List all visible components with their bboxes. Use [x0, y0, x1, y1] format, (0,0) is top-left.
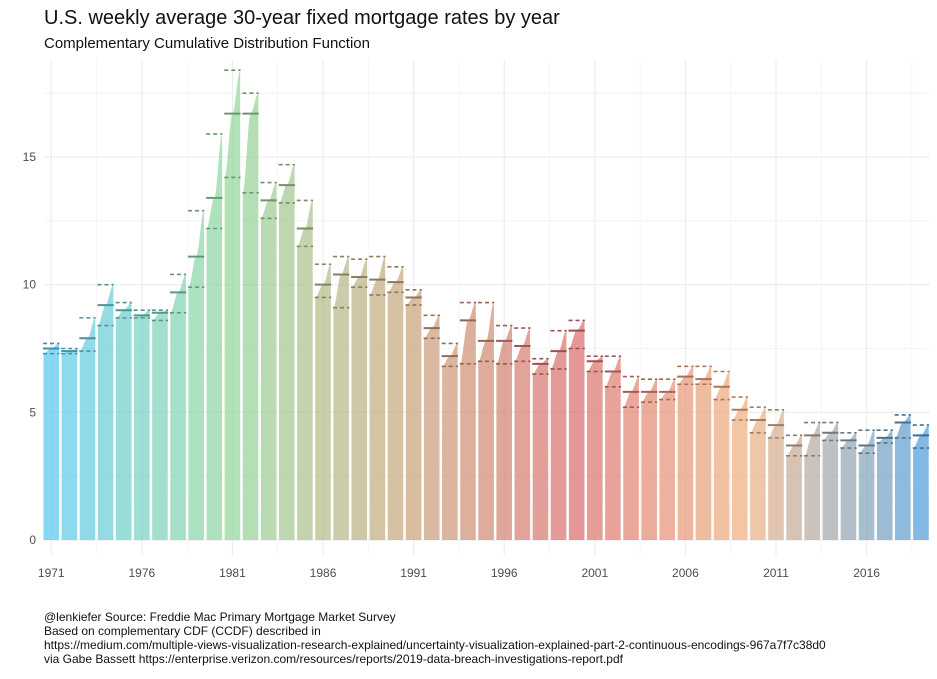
ccdf-area-2010 — [750, 407, 766, 540]
ccdf-area-2019 — [913, 425, 929, 540]
x-tick-label: 1996 — [491, 566, 518, 580]
ccdf-area-1978 — [170, 274, 186, 540]
ccdf-area-2000 — [568, 320, 585, 540]
ccdf-area-1973 — [79, 317, 96, 540]
ccdf-area-1981 — [224, 70, 241, 540]
ccdf-area-2001 — [587, 356, 603, 540]
ccdf-area-1986 — [315, 264, 331, 540]
chart-title: U.S. weekly average 30-year fixed mortga… — [44, 7, 560, 29]
ccdf-area-1988 — [351, 259, 368, 540]
ccdf-area-2008 — [713, 371, 730, 540]
ccdf-area-1987 — [333, 256, 349, 540]
chart-caption: @lenkiefer Source: Freddie Mac Primary M… — [44, 610, 826, 666]
x-tick-label: 1976 — [128, 566, 155, 580]
ccdf-area-1996 — [496, 325, 513, 540]
ccdf-area-1998 — [532, 358, 549, 540]
ccdf-area-1971 — [43, 343, 60, 540]
ccdf-area-2004 — [641, 379, 657, 540]
y-tick-label: 10 — [23, 278, 37, 292]
caption-line: https://medium.com/multiple-views-visual… — [44, 638, 826, 652]
ccdf-area-2003 — [623, 376, 639, 540]
x-tick-label: 1981 — [219, 566, 246, 580]
chart-plot: 0 5 10 15 1971 1976 1981 1986 1991 1996 2001 2006 2… — [23, 60, 930, 580]
ccdf-area-1979 — [188, 210, 204, 540]
x-tick-label: 2001 — [581, 566, 608, 580]
ccdf-area-1991 — [405, 289, 422, 540]
ccdf-area-1989 — [369, 256, 386, 540]
ccdf-area-1985 — [297, 200, 313, 540]
y-tick-label: 15 — [23, 150, 37, 164]
ccdf-area-1992 — [423, 315, 440, 540]
x-axis: 1971 1976 1981 1986 1991 1996 2001 2006 2011 2016 — [38, 566, 880, 580]
ccdf-area-1974 — [97, 284, 114, 540]
x-tick-label: 2006 — [672, 566, 699, 580]
ccdf-area-2014 — [822, 422, 839, 540]
ccdf-areas — [43, 70, 929, 540]
ccdf-area-1984 — [278, 164, 295, 540]
y-tick-label: 0 — [29, 533, 36, 547]
summary-dashes — [43, 69, 930, 457]
chart-subtitle: Complementary Cumulative Distribution Fu… — [44, 35, 370, 52]
x-tick-label: 2011 — [763, 566, 789, 580]
ccdf-area-1976 — [134, 310, 150, 540]
ccdf-area-2018 — [895, 414, 911, 540]
ccdf-area-2006 — [677, 366, 694, 540]
ccdf-area-1995 — [478, 302, 494, 540]
ccdf-area-1975 — [115, 302, 132, 540]
caption-line: @lenkiefer Source: Freddie Mac Primary M… — [44, 610, 396, 624]
ccdf-area-1983 — [260, 182, 277, 540]
ccdf-area-1990 — [387, 266, 404, 540]
ccdf-area-2012 — [786, 435, 802, 540]
ccdf-area-2011 — [768, 409, 784, 540]
x-tick-label: 1971 — [38, 566, 65, 580]
y-axis: 0 5 10 15 — [23, 150, 37, 547]
x-tick-label: 1986 — [310, 566, 337, 580]
ccdf-area-2017 — [876, 430, 893, 540]
ccdf-area-1993 — [442, 343, 458, 540]
ccdf-area-2007 — [695, 366, 712, 540]
ccdf-area-1999 — [550, 330, 567, 540]
ccdf-area-2009 — [731, 397, 748, 540]
ccdf-area-1997 — [514, 328, 531, 540]
caption-line: via Gabe Bassett https://enterprise.veri… — [44, 652, 623, 666]
ccdf-area-2002 — [605, 356, 621, 540]
ccdf-area-1982 — [242, 93, 259, 540]
ccdf-area-1977 — [152, 310, 168, 540]
ccdf-area-2005 — [659, 379, 676, 540]
ccdf-area-2013 — [804, 422, 821, 540]
ccdf-area-2016 — [858, 430, 875, 540]
ccdf-area-1980 — [206, 134, 223, 540]
caption-line: Based on complementary CDF (CCDF) descri… — [44, 624, 321, 638]
x-tick-label: 1991 — [400, 566, 427, 580]
ccdf-area-2015 — [840, 432, 857, 540]
ccdf-area-1972 — [61, 348, 78, 540]
x-tick-label: 2016 — [853, 566, 880, 580]
ccdf-area-1994 — [460, 302, 476, 540]
y-tick-label: 5 — [29, 405, 36, 419]
